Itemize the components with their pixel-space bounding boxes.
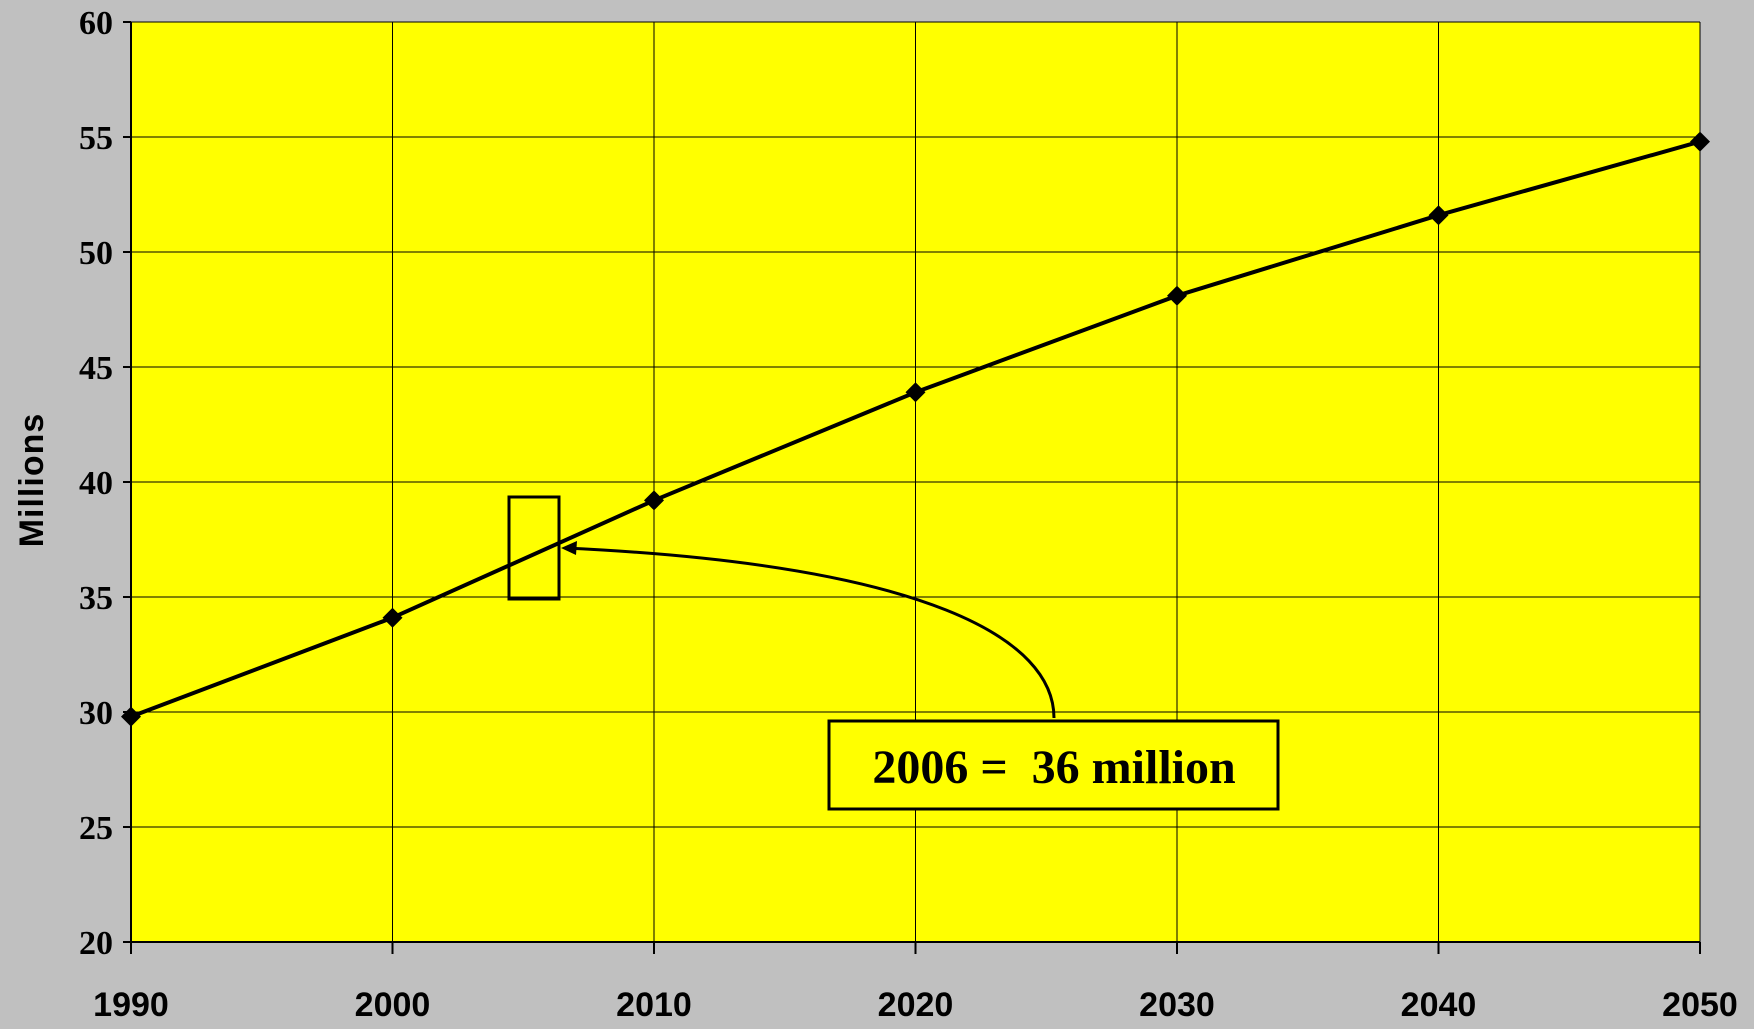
y-tick-label: 55	[79, 120, 113, 157]
data-point-marker	[644, 490, 664, 511]
x-tick-label: 2040	[1401, 986, 1477, 1024]
annotation-arrow-curve	[564, 546, 1056, 719]
x-tick-label: 2010	[616, 986, 692, 1024]
annotation-highlight-box	[507, 495, 561, 601]
x-tick-label: 1990	[93, 986, 169, 1024]
gridlines	[123, 21, 1701, 954]
data-point-marker	[1428, 205, 1449, 226]
annotation-group: 2006 = 36 million	[507, 495, 1280, 811]
x-axis-tick-labels: 1990 2000 2010 2020 2030 2040 2050	[93, 986, 1738, 1024]
y-tick-label: 25	[79, 810, 113, 847]
y-tick-label: 40	[79, 465, 113, 502]
x-tick-label: 2020	[878, 986, 954, 1024]
y-tick-label: 50	[79, 235, 113, 272]
y-tick-label: 35	[79, 580, 113, 617]
data-point-marker	[382, 607, 403, 628]
y-tick-label: 20	[79, 925, 113, 962]
data-point-marker	[1167, 285, 1187, 306]
x-tick-label: 2050	[1662, 986, 1738, 1024]
annotation-arrowhead	[561, 541, 577, 555]
data-point-marker	[905, 382, 926, 403]
annotation-label: 2006 = 36 million	[872, 741, 1235, 794]
data-point-marker	[121, 706, 141, 727]
y-axis-tick-labels: 20 25 30 35 40 45 50 55 60	[79, 5, 113, 962]
y-tick-label: 45	[79, 350, 113, 387]
y-tick-label: 30	[79, 695, 113, 732]
series-markers	[121, 131, 1710, 727]
x-tick-label: 2000	[355, 986, 431, 1024]
x-tick-label: 2030	[1139, 986, 1215, 1024]
data-point-marker	[1690, 131, 1710, 152]
y-axis-label: Millions	[13, 413, 51, 548]
annotation-label-box	[827, 719, 1280, 811]
y-tick-label: 60	[79, 5, 113, 42]
